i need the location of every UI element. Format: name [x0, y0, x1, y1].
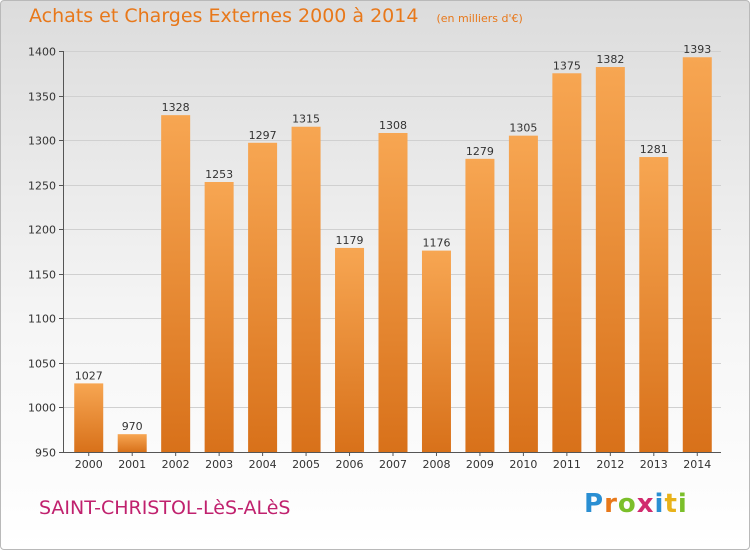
x-tick-label-2007: 2007 — [379, 458, 407, 471]
x-tick-label-2009: 2009 — [466, 458, 494, 471]
x-tick-label-2014: 2014 — [683, 458, 711, 471]
value-label-2011: 1375 — [553, 59, 581, 72]
bar-2005 — [291, 126, 321, 452]
x-tick-label-2013: 2013 — [640, 458, 668, 471]
commune-name: SAINT-CHRISTOL-LèS-ALèS — [39, 497, 291, 519]
value-label-2009: 1279 — [466, 145, 494, 158]
chart-title: Achats et Charges Externes 2000 à 2014 (… — [29, 5, 523, 27]
x-tick-label-2005: 2005 — [292, 458, 320, 471]
bars — [74, 57, 712, 453]
bar-2008 — [421, 250, 451, 452]
x-tick-label-2008: 2008 — [422, 458, 450, 471]
value-label-2004: 1297 — [249, 129, 277, 142]
x-tick-label-2011: 2011 — [553, 458, 581, 471]
x-tick-label-2010: 2010 — [509, 458, 537, 471]
value-label-2014: 1393 — [683, 43, 711, 56]
y-tick-label: 1200 — [28, 224, 56, 237]
y-tick-label: 1250 — [28, 180, 56, 193]
value-label-2010: 1305 — [509, 122, 537, 135]
bar-2007 — [378, 132, 408, 452]
bar-2004 — [248, 142, 278, 453]
bar-2010 — [508, 135, 538, 452]
bar-2009 — [465, 158, 495, 452]
value-label-2003: 1253 — [205, 168, 233, 181]
value-label-2006: 1179 — [336, 234, 364, 247]
bar-2000 — [74, 383, 104, 452]
logo-letter: i — [654, 489, 665, 519]
x-tick-label-2004: 2004 — [249, 458, 277, 471]
proxiti-logo: Proxiti — [584, 489, 688, 519]
x-tick-label-2006: 2006 — [336, 458, 364, 471]
labels: 1027 2000 970 2001 1328 2002 1253 2003 1297 2004 1… — [75, 43, 712, 471]
value-label-2000: 1027 — [75, 369, 103, 382]
logo-letter: r — [604, 489, 618, 519]
x-tick-label-2012: 2012 — [596, 458, 624, 471]
logo-letter: P — [584, 489, 605, 519]
value-label-2005: 1315 — [292, 113, 320, 126]
bar-2014 — [682, 57, 712, 452]
logo-letter: t — [664, 489, 678, 519]
logo-letter: i — [677, 489, 688, 519]
x-tick-label-2000: 2000 — [75, 458, 103, 471]
y-tick-label: 1050 — [28, 358, 56, 371]
x-tick-label-2002: 2002 — [162, 458, 190, 471]
axes: 950 1000 1050 1100 1150 1200 1250 1300 1350 1400 — [28, 46, 721, 460]
bar-2013 — [639, 157, 669, 452]
title-unit: (en milliers d'€) — [436, 12, 523, 25]
value-label-2001: 970 — [122, 420, 143, 433]
y-tick-label: 1000 — [28, 402, 56, 415]
value-label-2002: 1328 — [162, 101, 190, 114]
bar-2011 — [552, 73, 582, 453]
y-tick-label: 1400 — [28, 46, 56, 59]
logo-letter: x — [636, 489, 655, 519]
y-tick-label: 1300 — [28, 135, 56, 148]
bar-2006 — [335, 247, 365, 452]
title-text: Achats et Charges Externes 2000 à 2014 — [29, 5, 419, 27]
value-label-2008: 1176 — [422, 237, 450, 250]
bar-2001 — [117, 434, 147, 452]
value-label-2013: 1281 — [640, 143, 668, 156]
value-label-2007: 1308 — [379, 119, 407, 132]
y-tick-label: 950 — [35, 447, 56, 460]
y-tick-label: 1150 — [28, 269, 56, 282]
value-label-2012: 1382 — [596, 53, 624, 66]
y-tick-label: 1100 — [28, 313, 56, 326]
bar-2002 — [161, 115, 191, 452]
bar-2012 — [595, 67, 625, 452]
y-tick-label: 1350 — [28, 91, 56, 104]
bar-2003 — [204, 181, 234, 452]
logo-letter: o — [617, 489, 637, 519]
x-tick-label-2001: 2001 — [118, 458, 146, 471]
x-tick-label-2003: 2003 — [205, 458, 233, 471]
